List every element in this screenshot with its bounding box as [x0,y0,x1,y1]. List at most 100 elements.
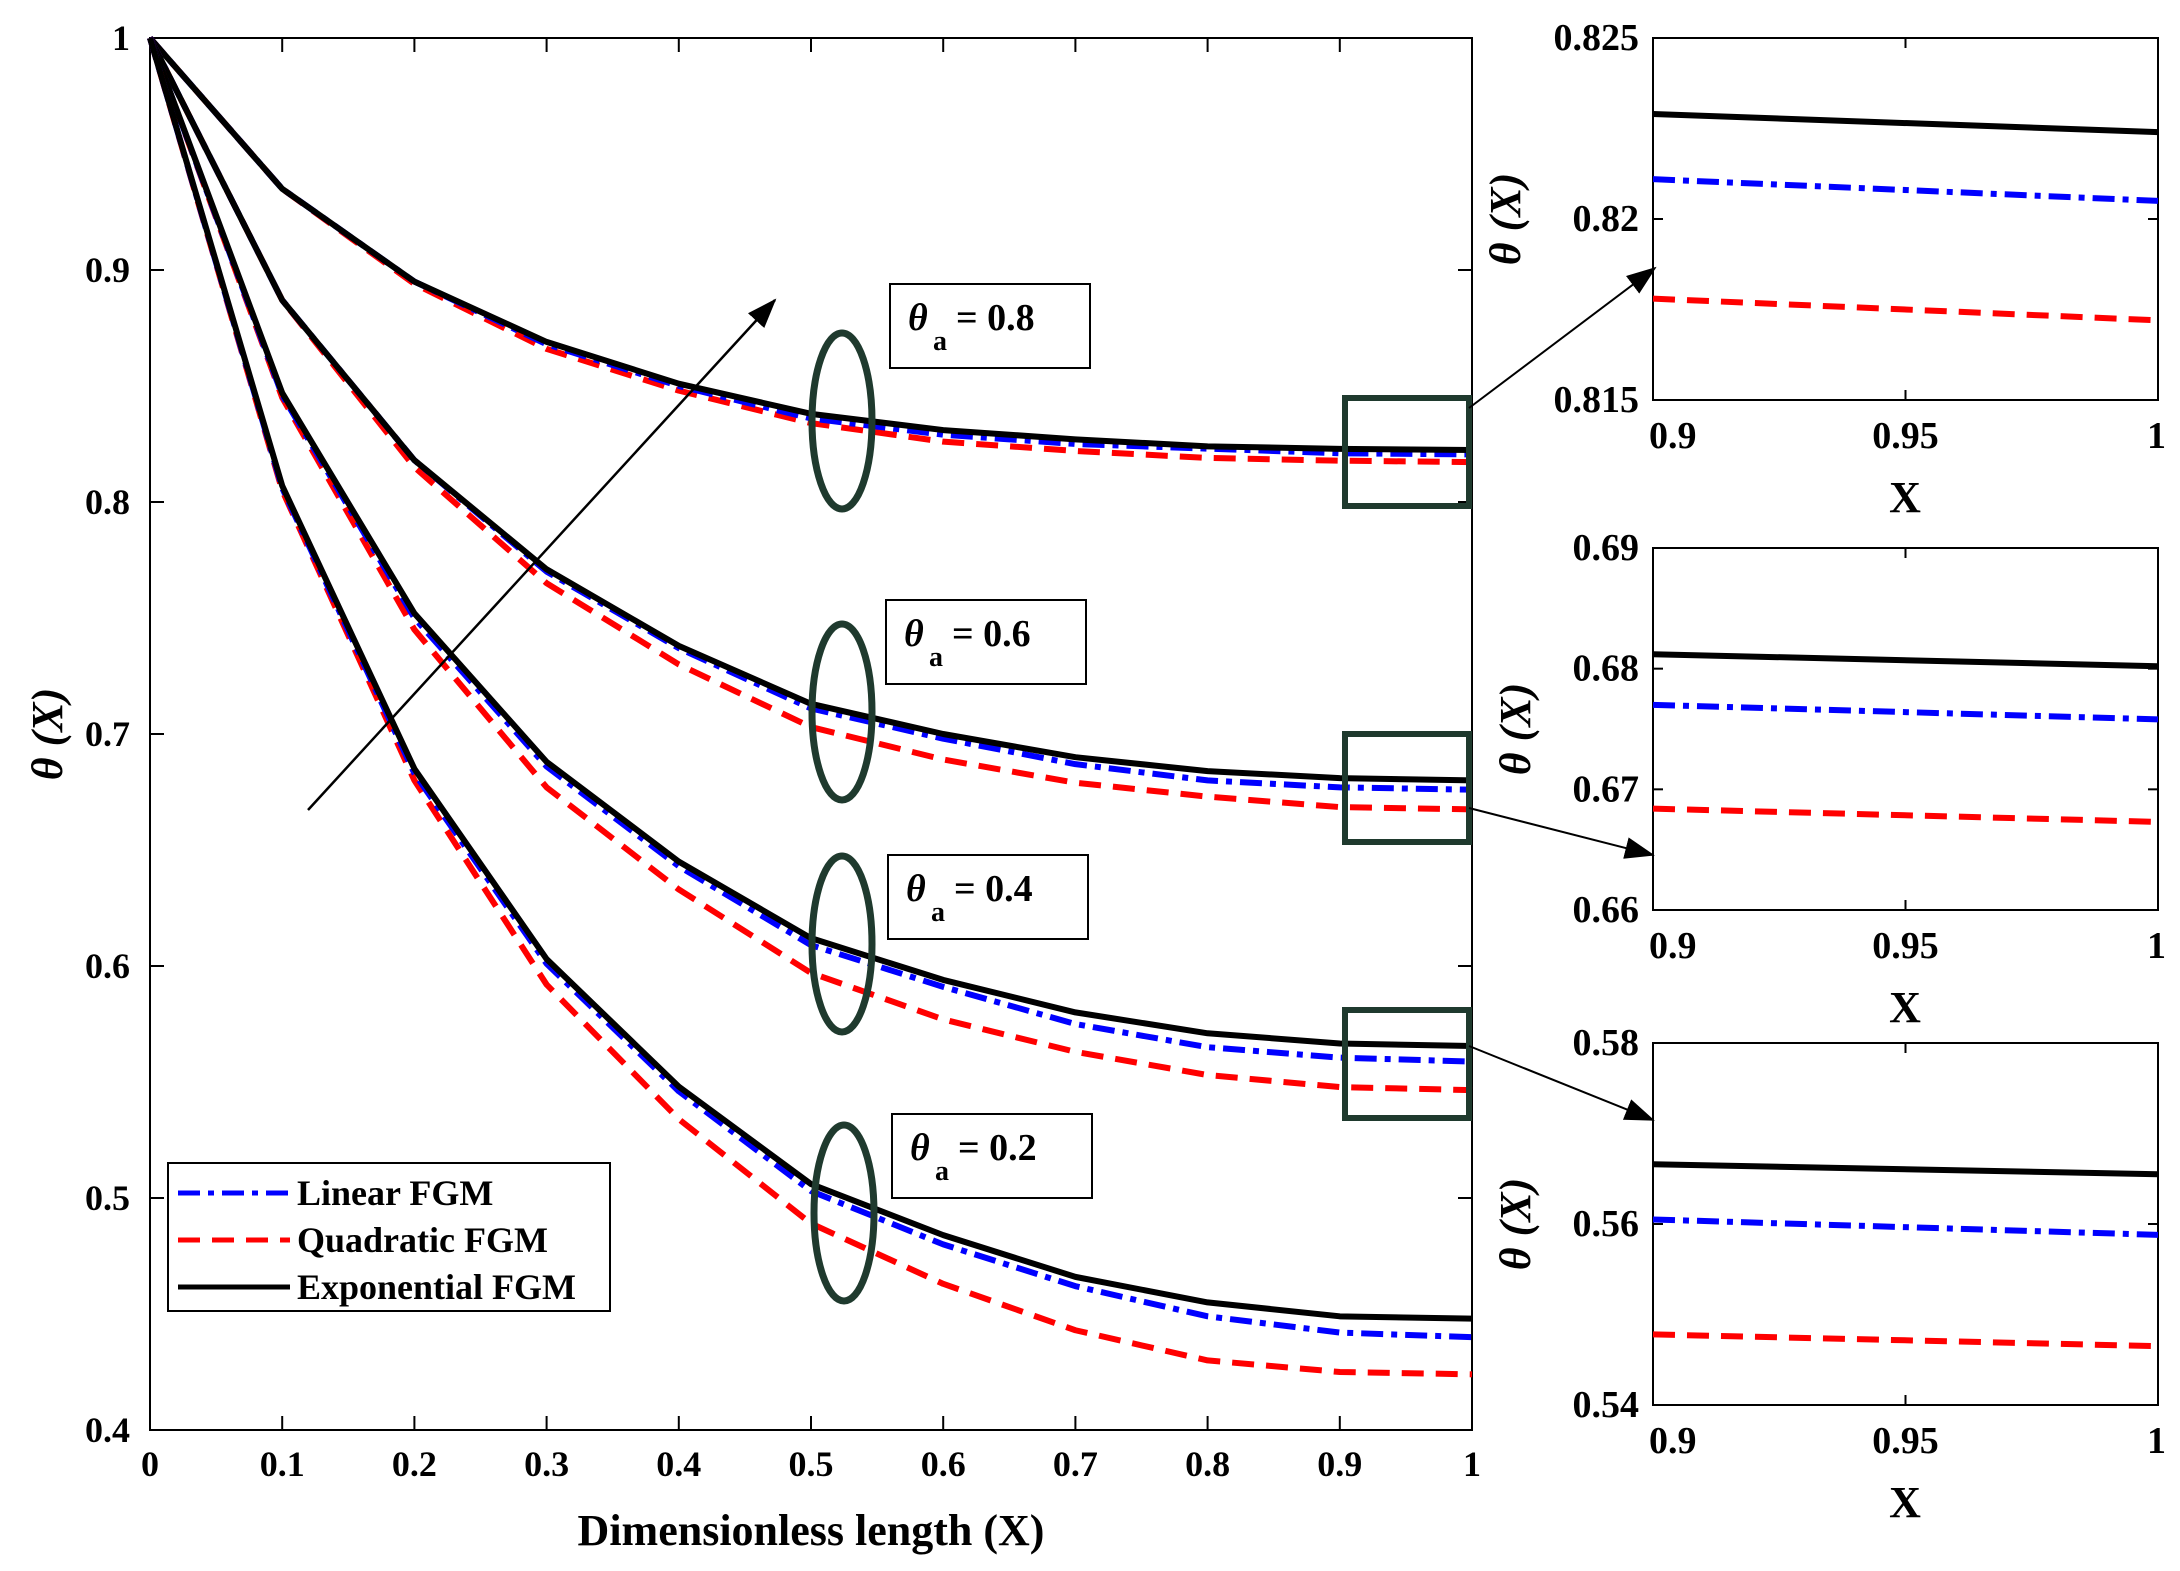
x-tick-label: 0 [141,1444,159,1484]
inset-frame [1652,547,2159,911]
main-y-axis-label: θ (X) [23,688,72,781]
x-tick-label: 0.2 [392,1444,437,1484]
x-tick-label: 1 [1463,1444,1481,1484]
y-tick-label: 0.815 [1554,379,1640,421]
group-label-sub: a [931,897,945,928]
zoom-connector-0.6 [1468,807,1655,859]
inset-ticks: 0.9 0.95 1 0.54 0.56 0.58 [1573,1022,2167,1462]
inset-frame [1652,37,2159,401]
group-label-theta: θ [908,297,928,339]
legend: Linear FGM Quadratic FGM Exponential FGM [167,1162,611,1312]
series-line-exponential [1652,111,2159,136]
x-tick-label: 1 [2147,925,2166,967]
y-tick-label: 0.69 [1573,527,1640,569]
inset-x-axis-label: X [1889,473,1921,522]
main-plot: 0 0.1 0.2 0.3 0.4 0.5 0.6 0.7 0.8 0.9 1 0.4 0.5 0.6 0.… [23,18,1481,1555]
x-tick-label: 0.3 [524,1444,569,1484]
inset-plot-0.4: 0.9 0.95 1 0.54 0.56 0.58 X θ (X) [1491,1022,2166,1527]
group-label-value: = 0.4 [954,868,1033,910]
inset-series [1652,1161,2159,1350]
x-tick-label: 0.6 [921,1444,966,1484]
inset-plot-0.8: 0.9 0.95 1 0.815 0.82 0.825 X θ (X) [1481,17,2166,522]
x-tick-label: 1 [2147,415,2166,457]
y-tick-label: 1 [112,18,130,58]
x-tick-label: 0.1 [260,1444,305,1484]
group-label-0.4: θ a = 0.4 [887,854,1089,940]
series-line-quadratic [1652,295,2159,324]
y-tick-label: 0.9 [85,250,130,290]
y-tick-label: 0.825 [1554,17,1640,59]
legend-label-quadratic: Quadratic FGM [297,1220,548,1260]
group-label-0.6: θ a = 0.6 [885,599,1087,685]
y-tick-label: 0.5 [85,1178,130,1218]
x-tick-label: 0.9 [1649,925,1697,967]
group-label-theta: θ [906,868,926,910]
legend-label-exponential: Exponential FGM [297,1267,576,1307]
y-tick-label: 0.7 [85,714,130,754]
y-tick-label: 0.54 [1573,1384,1640,1426]
group-label-value: = 0.8 [956,297,1035,339]
series-line-linear [1652,176,2159,204]
x-tick-label: 0.95 [1872,925,1939,967]
x-tick-label: 0.4 [656,1444,701,1484]
inset-x-axis-label: X [1889,1478,1921,1527]
zoom-box-0.4 [1342,1007,1472,1121]
y-tick-label: 0.67 [1573,768,1640,810]
group-label-value: = 0.2 [958,1127,1037,1169]
group-ellipse-0.2 [810,1121,878,1305]
inset-series [1652,651,2159,825]
group-label-sub: a [935,1156,949,1187]
inset-series [1652,111,2159,324]
series-line-quadratic [147,36,1473,1094]
series-line-exponential [147,37,1473,1322]
series-line-exponential [1652,1161,2159,1178]
group-label-sub: a [933,326,947,357]
x-tick-label: 0.95 [1872,1420,1939,1462]
x-tick-label: 0.8 [1185,1444,1230,1484]
inset-x-axis-label: X [1889,983,1921,1032]
group-label-0.2: θ a = 0.2 [891,1113,1093,1199]
group-label-value: = 0.6 [952,613,1031,655]
y-tick-label: 0.4 [85,1410,130,1450]
y-tick-label: 0.82 [1573,198,1640,240]
series-line-exponential [147,36,1473,1050]
group-ellipse-0.6 [808,620,876,804]
zoom-box-0.6 [1342,731,1472,845]
group-ellipse-0.4 [808,852,876,1036]
group-label-0.8: θ a = 0.8 [889,283,1091,369]
main-ticks: 0 0.1 0.2 0.3 0.4 0.5 0.6 0.7 0.8 0.9 1 0.4 0.5 0.6 0.… [85,18,1481,1484]
zoom-connector-0.8 [1468,266,1657,409]
group-ellipse-0.8 [808,329,876,513]
x-tick-label: 0.9 [1649,415,1697,457]
zoom-box-0.8 [1342,395,1472,509]
zoom-connector-0.4 [1468,1045,1655,1121]
group-label-theta: θ [910,1127,930,1169]
inset-y-axis-label: θ (X) [1481,173,1530,266]
series-line-quadratic [147,36,1473,813]
y-tick-label: 0.58 [1573,1022,1640,1064]
legend-label-linear: Linear FGM [297,1173,493,1213]
increasing-theta-arrow [307,298,777,811]
group-label-theta: θ [904,613,924,655]
y-tick-label: 0.56 [1573,1203,1640,1245]
inset-plot-0.6: 0.9 0.95 1 0.66 0.67 0.68 0.69 X θ (X) [1491,527,2166,1032]
inset-y-axis-label: θ (X) [1491,683,1540,776]
x-tick-label: 0.95 [1872,415,1939,457]
inset-y-axis-label: θ (X) [1491,1178,1540,1271]
x-tick-label: 0.5 [789,1444,834,1484]
y-tick-label: 0.6 [85,946,130,986]
inset-ticks: 0.9 0.95 1 0.66 0.67 0.68 0.69 [1573,527,2167,967]
series-line-linear [1652,1216,2159,1238]
x-tick-label: 1 [2147,1420,2166,1462]
series-line-quadratic [147,37,1473,1378]
series-line-linear [1652,701,2159,723]
series-line-exponential [1652,651,2159,670]
y-tick-label: 0.68 [1573,648,1640,690]
main-x-axis-label: Dimensionless length (X) [578,1506,1045,1555]
series-line-quadratic [1652,1331,2159,1350]
x-tick-label: 0.9 [1649,1420,1697,1462]
group-label-sub: a [929,642,943,673]
y-tick-label: 0.66 [1573,889,1640,931]
x-tick-label: 0.7 [1053,1444,1098,1484]
